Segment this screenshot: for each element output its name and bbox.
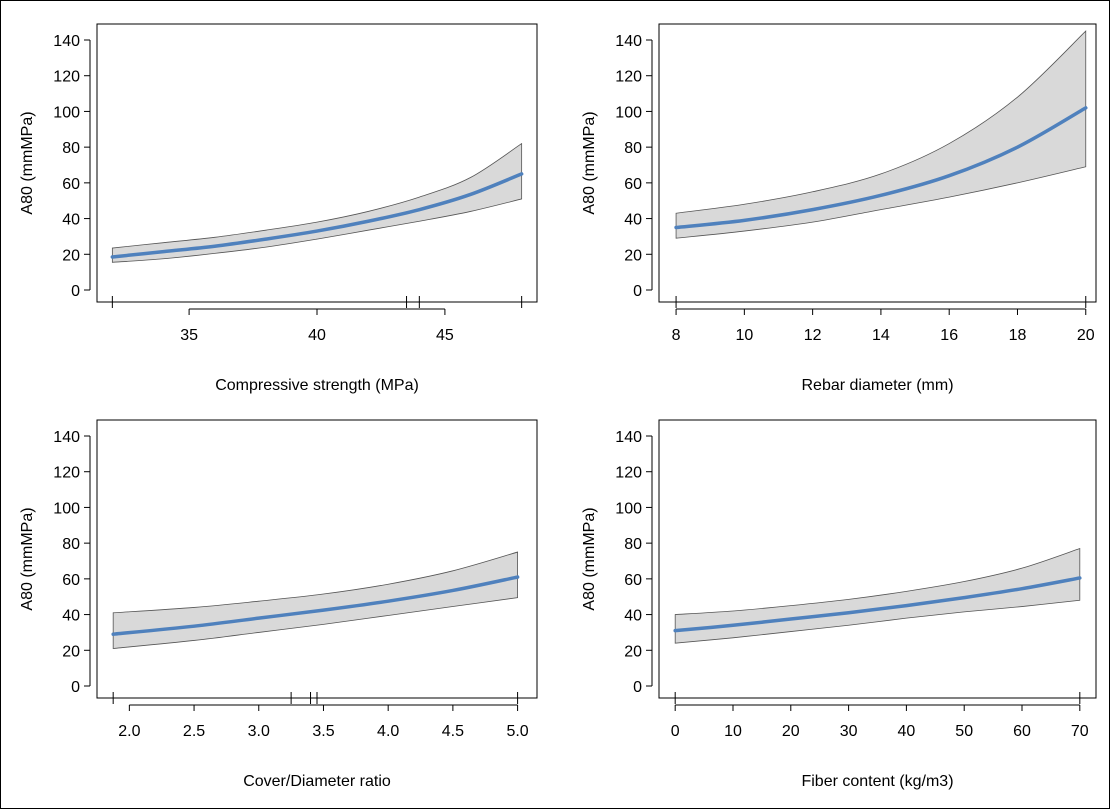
panel-1-y-tick-label-4: 80 [624, 140, 642, 157]
panel-3-y-tick-label-5: 100 [615, 500, 642, 517]
panel-3-x-axis-label: Fiber content (kg/m3) [801, 773, 953, 790]
panel-3-x-tick-label-1: 10 [724, 723, 742, 740]
panel-0-x-tick-label-1: 40 [308, 327, 326, 344]
panel-2-plot-box [97, 420, 537, 698]
panel-1-x-tick-label-1: 10 [735, 327, 753, 344]
panel-0-y-tick-label-4: 80 [62, 140, 80, 157]
panel-0-x-tick-label-2: 45 [436, 327, 454, 344]
panel-1-y-tick-label-3: 60 [624, 176, 642, 193]
panel-0-x-tick-label-0: 35 [180, 327, 198, 344]
panel-3-y-axis-label: A80 (mmMPa) [581, 507, 598, 610]
panel-0-y-tick-label-5: 100 [53, 104, 80, 121]
panel-2-y-tick-label-5: 100 [53, 500, 80, 517]
panel-3-x-tick-label-7: 70 [1071, 723, 1089, 740]
panel-3-x-tick-label-5: 50 [955, 723, 973, 740]
panel-1-y-tick-label-2: 40 [624, 212, 642, 229]
panel-1-y-tick-label-0: 0 [633, 283, 642, 300]
panel-2-x-tick-label-5: 4.5 [442, 723, 464, 740]
panel-2-x-tick-label-4: 4.0 [377, 723, 399, 740]
panel-1-y-tick-label-5: 100 [615, 104, 642, 121]
panel-1-confidence-band [676, 31, 1086, 238]
panel-0-confidence-band [112, 144, 521, 263]
panel-2-y-axis-label: A80 (mmMPa) [19, 507, 36, 610]
panel-2-y-tick-label-6: 120 [53, 465, 80, 482]
panel-3-y-tick-label-3: 60 [624, 572, 642, 589]
panel-2-y-tick-label-0: 0 [71, 679, 80, 696]
panel-0-y-tick-label-1: 20 [62, 247, 80, 264]
panel-2-y-tick-label-3: 60 [62, 572, 80, 589]
panel-2-x-tick-label-0: 2.0 [118, 723, 140, 740]
panel-3-x-tick-label-6: 60 [1013, 723, 1031, 740]
panel-1-x-axis-label: Rebar diameter (mm) [801, 377, 953, 394]
panel-3-x-tick-label-2: 20 [782, 723, 800, 740]
panel-2-y-tick-label-7: 140 [53, 429, 80, 446]
panel-0-x-axis-label: Compressive strength (MPa) [215, 377, 419, 394]
panel-3-y-tick-label-7: 140 [615, 429, 642, 446]
panel-2-y-tick-label-2: 40 [62, 608, 80, 625]
panel-3-confidence-band [675, 549, 1080, 644]
panel-1-x-tick-label-2: 12 [804, 327, 822, 344]
panel-0-y-tick-label-2: 40 [62, 212, 80, 229]
panel-0-y-tick-label-7: 140 [53, 33, 80, 50]
panel-2-x-tick-label-6: 5.0 [506, 723, 528, 740]
panel-3-plot-box [659, 420, 1096, 698]
panel-3-y-tick-label-2: 40 [624, 608, 642, 625]
panel-1-x-tick-label-3: 14 [872, 327, 890, 344]
panel-0-y-tick-label-6: 120 [53, 69, 80, 86]
panel-1-y-tick-label-7: 140 [615, 33, 642, 50]
panel-0-y-tick-label-0: 0 [71, 283, 80, 300]
panel-1-y-tick-label-6: 120 [615, 69, 642, 86]
panel-2-y-tick-label-4: 80 [62, 536, 80, 553]
panel-0-plot-box [97, 24, 537, 302]
panel-2-confidence-band [113, 552, 517, 648]
panel-3-y-tick-label-1: 20 [624, 643, 642, 660]
panel-1-x-tick-label-6: 20 [1077, 327, 1095, 344]
panel-3-y-tick-label-6: 120 [615, 465, 642, 482]
panel-2-x-tick-label-1: 2.5 [183, 723, 205, 740]
panel-2-y-tick-label-1: 20 [62, 643, 80, 660]
panel-2-x-tick-label-3: 3.5 [312, 723, 334, 740]
panel-3-y-tick-label-0: 0 [633, 679, 642, 696]
panel-0-y-tick-label-3: 60 [62, 176, 80, 193]
panel-0-y-axis-label: A80 (mmMPa) [19, 111, 36, 214]
panel-2-x-tick-label-2: 3.0 [248, 723, 270, 740]
panel-3-x-tick-label-4: 40 [898, 723, 916, 740]
panel-1-y-axis-label: A80 (mmMPa) [581, 111, 598, 214]
panel-3-y-tick-label-4: 80 [624, 536, 642, 553]
panel-2-x-axis-label: Cover/Diameter ratio [243, 773, 391, 790]
panel-3-x-tick-label-3: 30 [840, 723, 858, 740]
panel-1-y-tick-label-1: 20 [624, 247, 642, 264]
panel-1-x-tick-label-0: 8 [672, 327, 681, 344]
panel-1-x-tick-label-4: 16 [940, 327, 958, 344]
panel-3-x-tick-label-0: 0 [671, 723, 680, 740]
panel-1-x-tick-label-5: 18 [1009, 327, 1027, 344]
